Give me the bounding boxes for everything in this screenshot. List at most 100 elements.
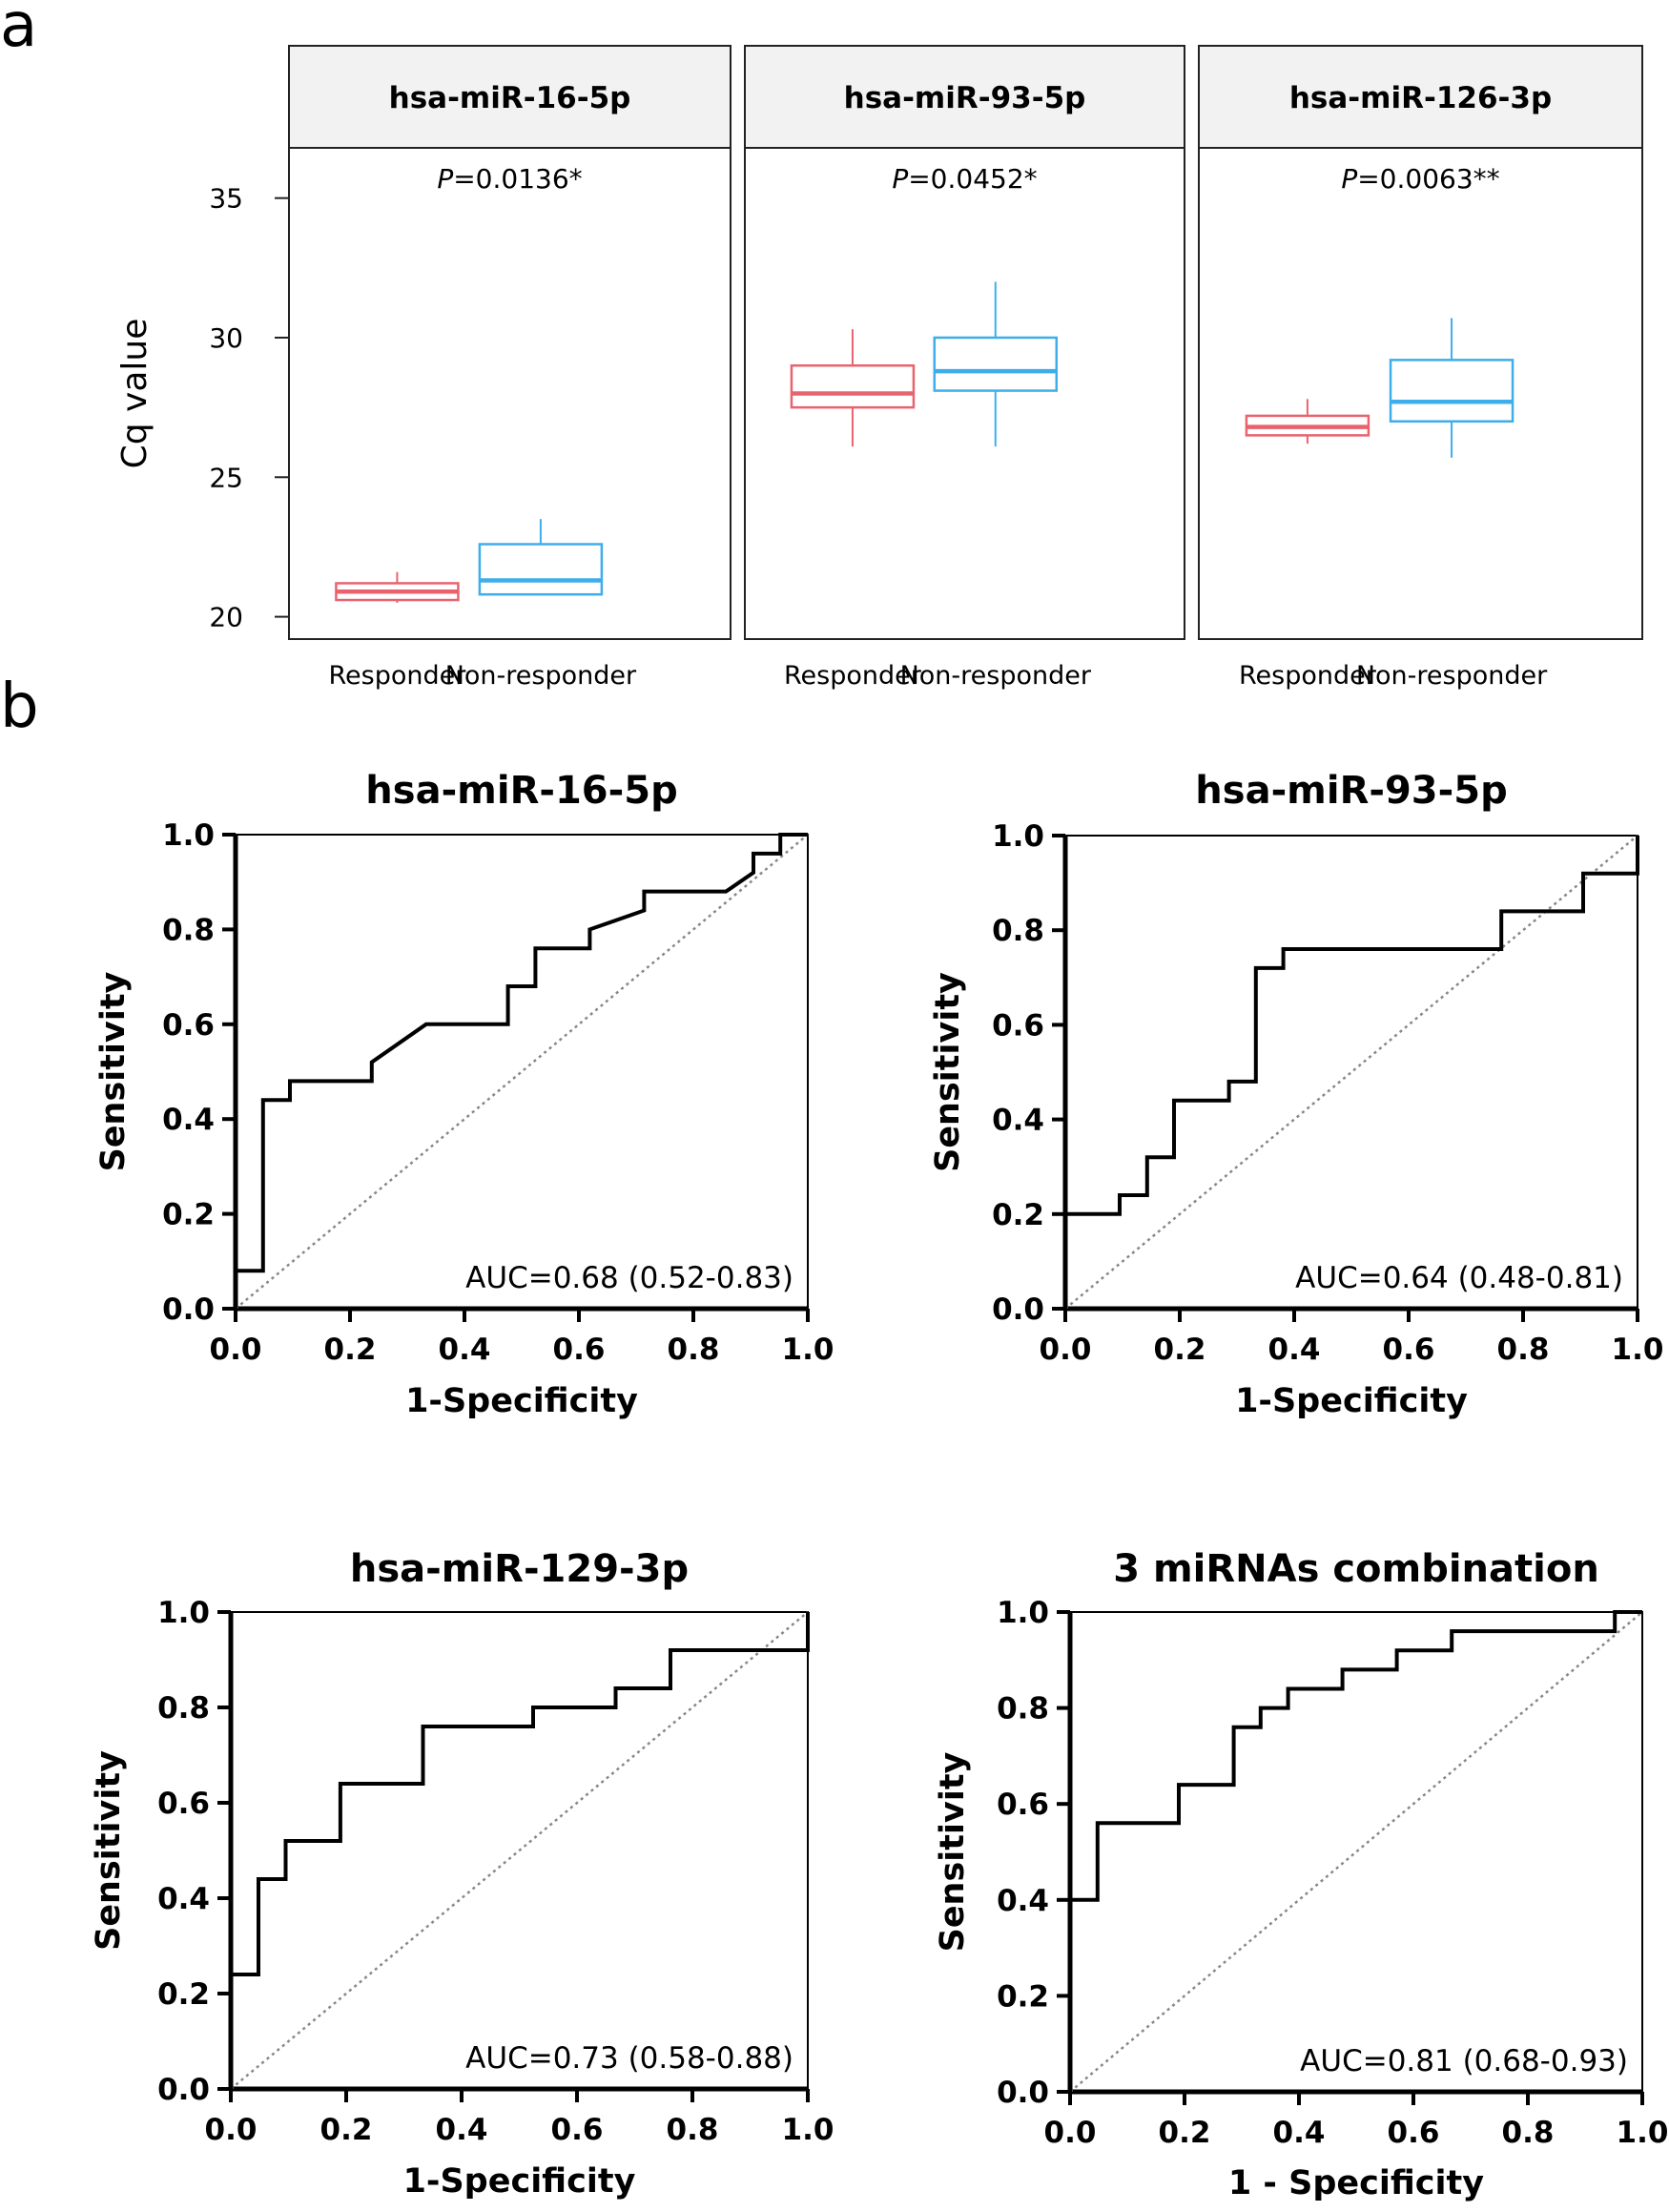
roc-chart-hsa-mir-16-5p: hsa-miR-16-5p 0.0 0.0 0.2 0.2 0.4 0.4 0.6 0.6 0.8… [94,769,834,1420]
facet-hsa-miR-93-5p: hsa-miR-93-5p P=0.0452* ResponderNon-respo… [744,45,1185,691]
x-tick-label: 1.0 [782,2113,834,2147]
box-non-responder [478,519,604,596]
y-tick-label: 25 [209,462,243,493]
box-non-responder [1389,318,1514,458]
reference-diagonal [230,1611,809,2090]
box-iqr [478,543,604,596]
p-value-label: P=0.0136* [437,163,582,195]
auc-annotation: AUC=0.68 (0.52-0.83) [465,1261,793,1295]
y-tick-label: 0.4 [162,1103,215,1137]
roc-curve [1063,836,1639,1309]
y-tick-label: 0.2 [162,1198,215,1232]
y-tick-label: 0.0 [162,1292,215,1327]
p-symbol: P [892,163,908,195]
facet-title: hsa-miR-16-5p [389,81,631,115]
y-tick-label: 0.4 [992,1104,1044,1138]
x-tick-label: 1.0 [782,1333,834,1367]
x-tick-label: 0.0 [210,1333,262,1367]
p-value: =0.0452* [908,163,1037,195]
facet-hsa-miR-16-5p: hsa-miR-16-5p P=0.0136* ResponderNon-respo… [288,45,731,691]
x-tick-label: 0.8 [1497,1333,1550,1367]
category-label: Non-responder [900,661,1092,691]
x-tick-label: 1.0 [1617,2116,1669,2150]
facet-hsa-miR-126-3p: hsa-miR-126-3p P=0.0063** ResponderNon-res… [1198,45,1643,691]
y-tick-label: 0.2 [997,1979,1049,2014]
facet-strip [288,45,731,149]
p-value-label: P=0.0452* [892,163,1037,195]
y-tick-label: 20 [209,602,243,633]
p-symbol: P [437,163,453,195]
x-axis-label: 1-Specificity [403,2162,636,2201]
x-tick-label: 0.6 [1388,2116,1440,2150]
y-axis-label: Sensitivity [929,972,967,1172]
box-responder [790,329,916,447]
y-tick-label: 0.6 [992,1008,1044,1043]
box-non-responder [933,281,1059,447]
y-tick-label: 0.6 [997,1788,1049,1822]
y-tick-label: 0.8 [157,1691,210,1726]
facet-plot-frame [744,147,1185,640]
facet-plot-frame [1198,147,1643,640]
plot-frame [1064,835,1638,1310]
x-tick-label: 0.2 [324,1333,377,1367]
y-tick-label: 0.8 [162,913,215,947]
y-tick-label: 0.6 [162,1008,215,1043]
y-tick-label: 0.8 [992,914,1044,948]
y-tick-label: 0.4 [997,1884,1049,1918]
roc-chart-hsa-mir-129-3p: hsa-miR-129-3p 0.0 0.0 0.2 0.2 0.4 0.4 0.6 0.6 0.… [90,1547,834,2201]
p-value-label: P=0.0063** [1341,163,1499,195]
facet-title: hsa-miR-126-3p [1289,81,1552,115]
x-tick-label: 0.4 [1268,1333,1321,1367]
y-axis-label: Sensitivity [90,1750,128,1951]
panel-label-a: a [0,0,37,61]
x-tick-label: 0.8 [668,1333,720,1367]
x-tick-label: 0.4 [436,2113,488,2147]
p-symbol: P [1341,163,1357,195]
category-label: Responder [784,661,922,691]
x-tick-label: 0.2 [320,2113,373,2147]
panel-label-b: b [0,672,39,742]
y-tick-label: 0.0 [157,2073,210,2107]
auc-annotation: AUC=0.73 (0.58-0.88) [465,2041,793,2076]
x-axis-label: 1-Specificity [405,1382,638,1420]
y-axis-label: Sensitivity [934,1751,972,1952]
x-tick-label: 0.8 [667,2113,719,2147]
y-tick-label: 0.6 [157,1787,210,1821]
chart-title: hsa-miR-129-3p [350,1547,689,1591]
p-value: =0.0136* [453,163,582,195]
y-tick-label: 0.0 [997,2076,1049,2110]
y-tick-label: 30 [209,322,243,354]
roc-curve [1068,1610,1642,2092]
box-iqr [790,363,916,409]
chart-title: 3 miRNAs combination [1113,1547,1599,1591]
y-tick-label: 0.2 [992,1198,1044,1232]
category-label: Responder [329,661,467,691]
x-axis-label: 1 - Specificity [1228,2164,1484,2202]
x-tick-label: 0.6 [553,1333,606,1367]
facet-strip [1198,45,1643,149]
x-tick-label: 0.0 [205,2113,258,2147]
x-tick-label: 0.6 [1383,1333,1435,1367]
box-iqr [933,336,1059,392]
y-tick-label: 0.4 [157,1882,210,1916]
x-tick-label: 0.4 [1273,2116,1326,2150]
y-tick-label: 1.0 [162,818,215,853]
chart-title: hsa-miR-93-5p [1195,769,1507,813]
reference-diagonal [1064,835,1638,1310]
y-tick-label: 35 [209,183,243,215]
category-label: Non-responder [1356,661,1548,691]
chart-title: hsa-miR-16-5p [365,769,677,813]
box-responder [1245,399,1370,444]
facet-title: hsa-miR-93-5p [844,81,1086,115]
x-tick-label: 1.0 [1612,1333,1664,1367]
category-label: Non-responder [445,661,637,691]
x-tick-label: 0.4 [439,1333,491,1367]
y-tick-label: 1.0 [997,1596,1049,1630]
x-tick-label: 0.6 [551,2113,604,2147]
y-tick-label: 0.2 [157,1977,210,2012]
x-tick-label: 0.2 [1159,2116,1211,2150]
y-tick-label: 0.0 [992,1292,1044,1327]
roc-curve [229,1612,810,2089]
x-tick-label: 0.0 [1040,1333,1092,1367]
